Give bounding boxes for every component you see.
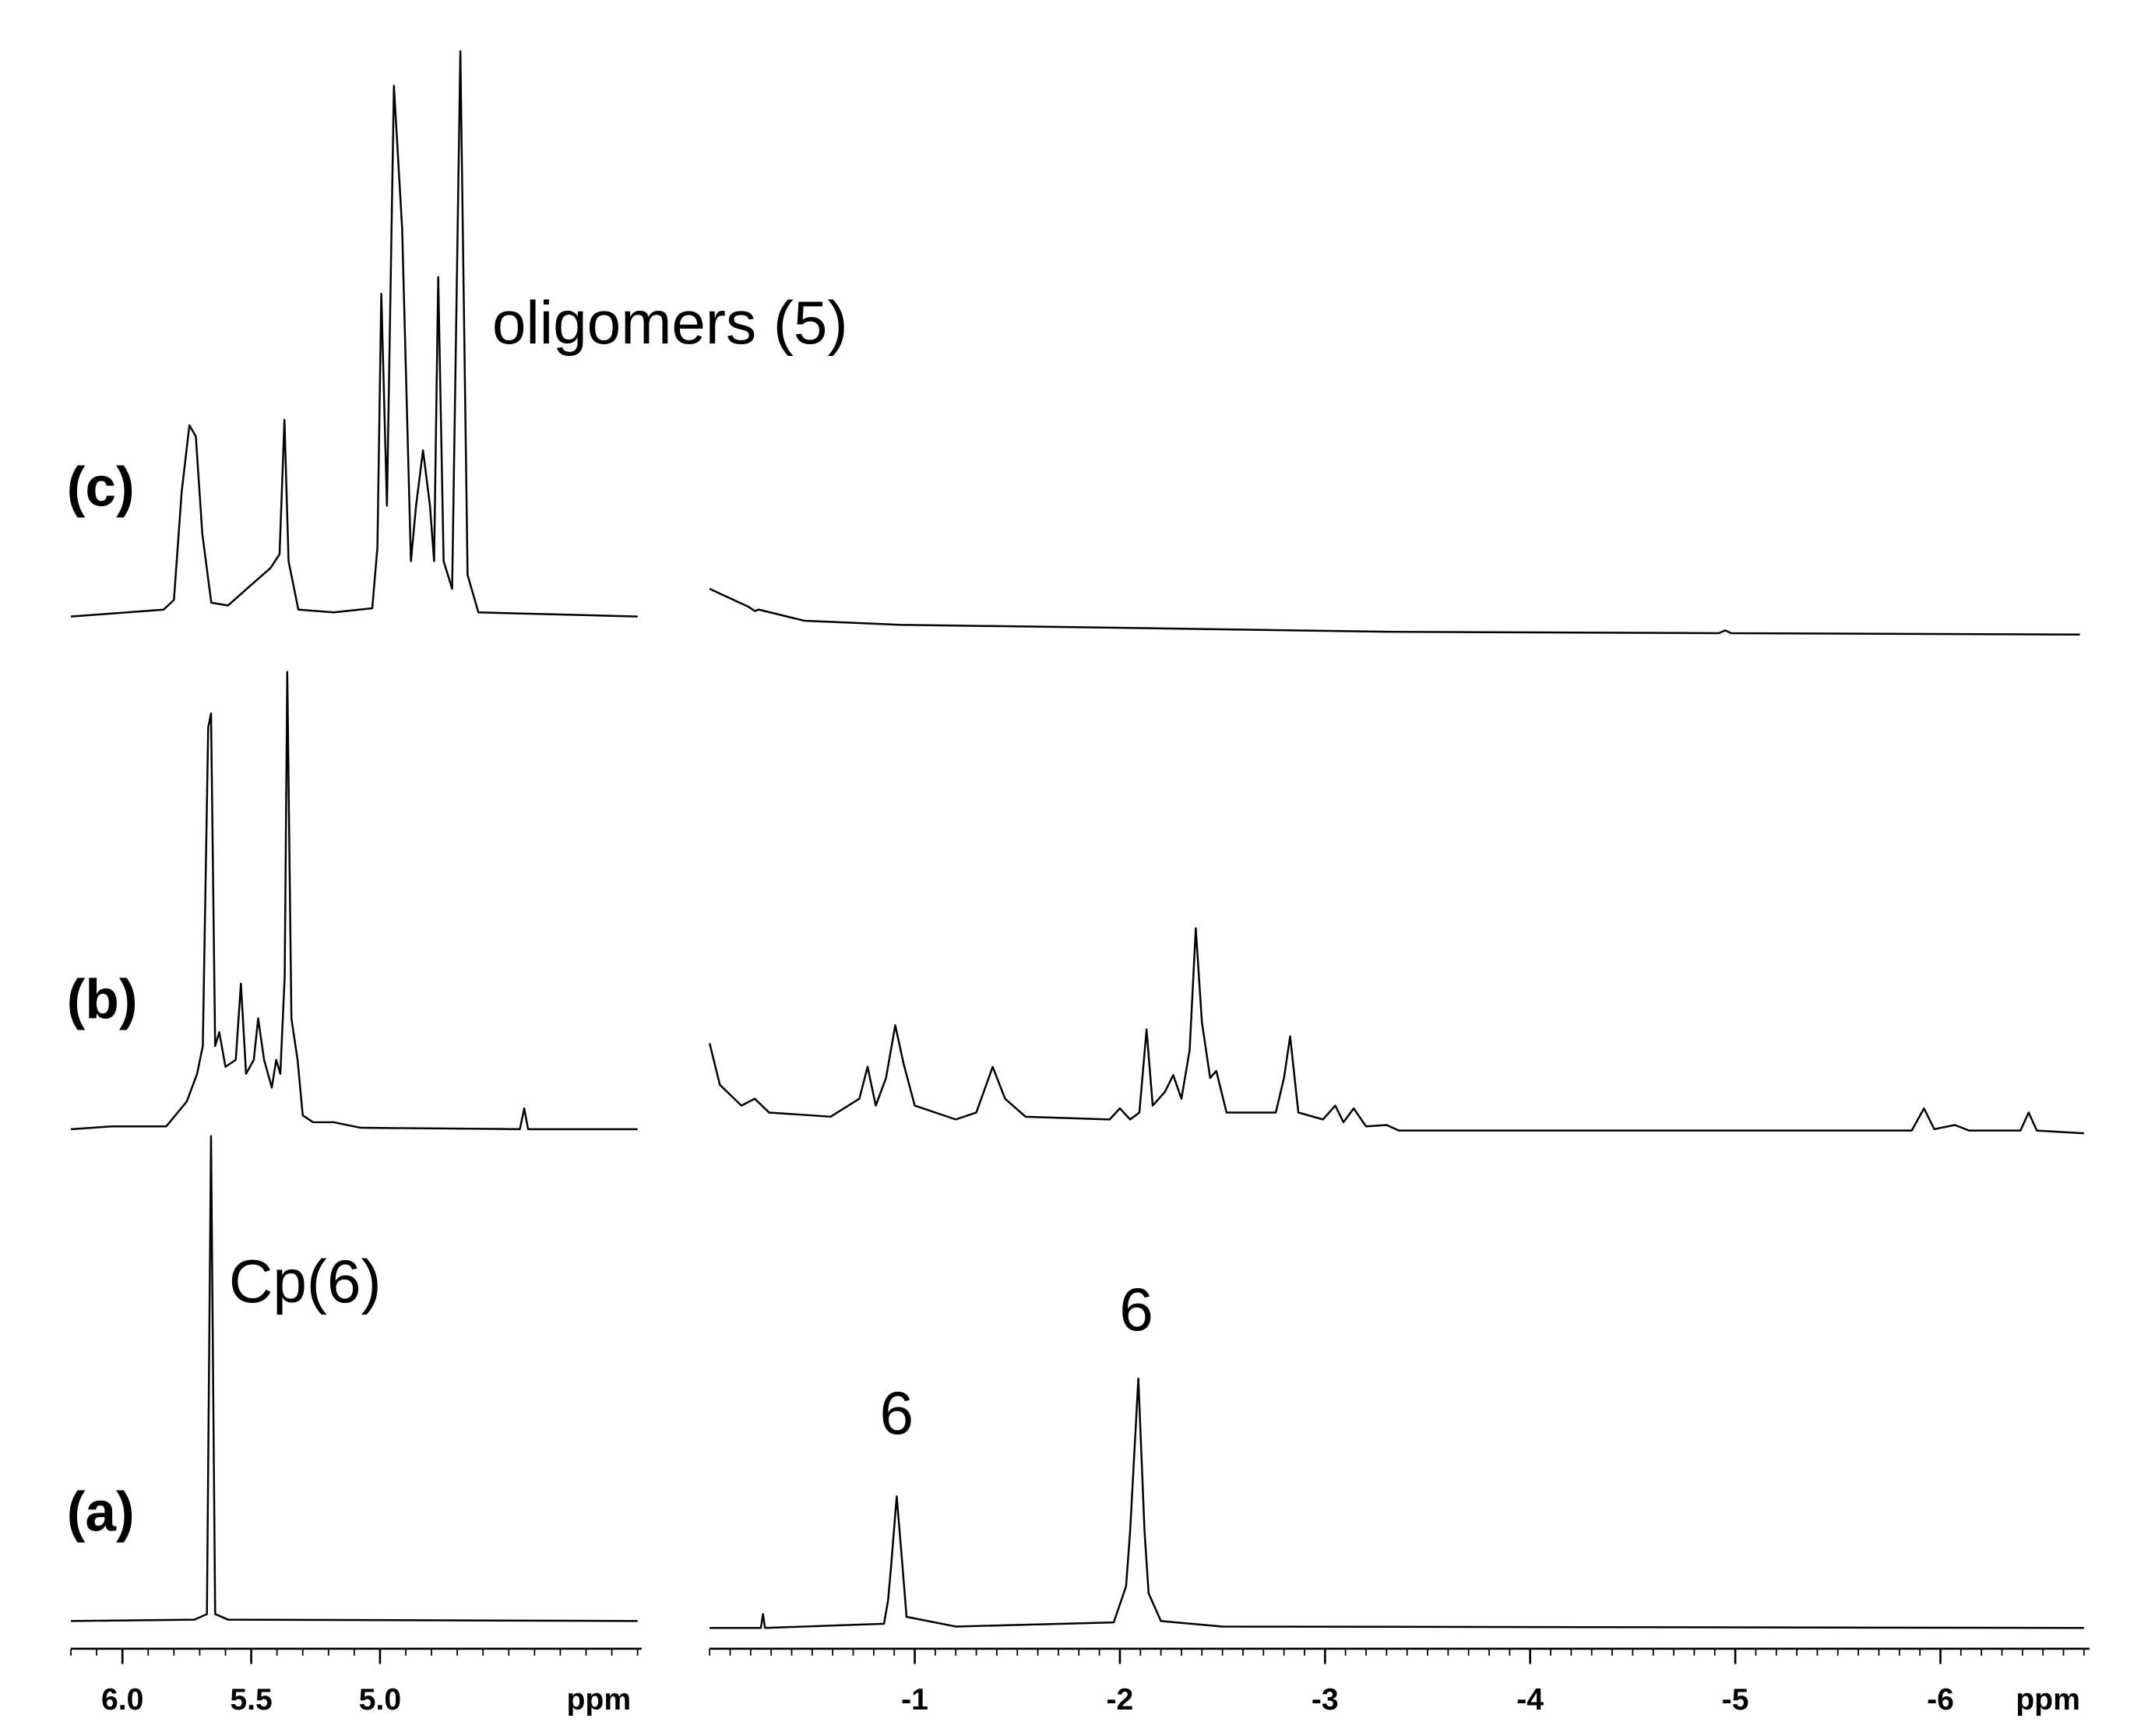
annotation: Cp(6) — [229, 1247, 382, 1315]
x-tick-label: -3 — [1312, 1683, 1339, 1717]
trace-label: (a) — [67, 1482, 135, 1544]
x-tick-label: 6.0 — [101, 1683, 143, 1717]
annotation: oligomers (5) — [492, 288, 848, 357]
spectrum-trace — [708, 927, 2084, 1135]
x-tick-label: 5.0 — [359, 1683, 401, 1717]
x-axis-label: ppm — [567, 1683, 632, 1717]
x-tick-label: -2 — [1107, 1683, 1134, 1717]
spectrum-trace — [70, 50, 638, 618]
trace-label: (b) — [67, 970, 138, 1031]
x-tick-label: 5.5 — [230, 1683, 272, 1717]
annotation: 6 — [880, 1379, 914, 1447]
x-tick-label: -6 — [1927, 1683, 1954, 1717]
x-tick-label: -5 — [1722, 1683, 1749, 1717]
spectrum-trace — [709, 587, 2080, 636]
spectrum-trace — [710, 1377, 2084, 1629]
annotation: 6 — [1119, 1275, 1153, 1343]
x-tick-label: -1 — [901, 1683, 928, 1717]
trace-label: (c) — [67, 456, 135, 518]
x-axis-label: ppm — [2016, 1683, 2080, 1717]
spectrum-trace — [70, 671, 638, 1131]
spectrum-trace — [71, 1135, 638, 1622]
x-tick-label: -4 — [1516, 1683, 1544, 1717]
